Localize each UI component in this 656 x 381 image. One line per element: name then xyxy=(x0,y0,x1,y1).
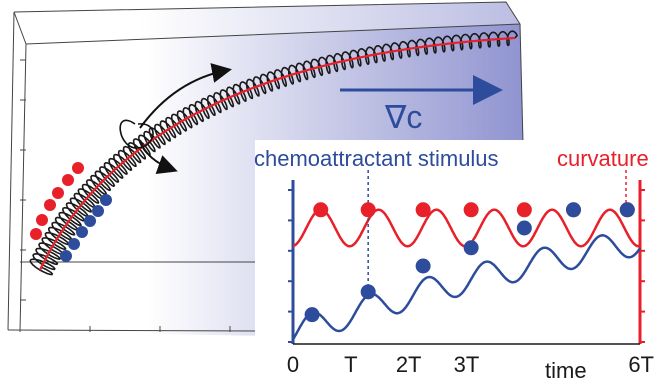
curved-arrow-icon xyxy=(139,63,232,129)
trajectory-curvature-dot xyxy=(44,199,56,211)
chart-background xyxy=(255,140,656,381)
time-series-chart: chemoattractant stimulus curvature 0 T 2T 3… xyxy=(254,140,656,381)
legend-stimulus: chemoattractant stimulus xyxy=(254,146,499,171)
x-tick-label: 2T xyxy=(396,352,422,377)
trajectory-stimulus-dot xyxy=(100,194,112,206)
trajectory-curvature-dot xyxy=(72,162,84,174)
trajectory-stimulus-dot xyxy=(84,215,96,227)
rotation-loop-icon xyxy=(119,119,154,149)
trajectory-stimulus-dot xyxy=(92,205,104,217)
trajectory-stimulus-dot xyxy=(76,226,88,238)
series-markers xyxy=(304,202,635,323)
stimulus-marker xyxy=(516,220,532,236)
mean-trajectory-line xyxy=(39,36,516,271)
box-edge-left-inner xyxy=(19,43,27,333)
left-axis-ticks xyxy=(288,189,293,343)
curved-arrow-down-icon xyxy=(139,139,178,175)
box-ticks xyxy=(20,59,231,332)
curvature-marker xyxy=(313,202,329,218)
x-tick-label: 6T xyxy=(628,352,654,377)
trajectory-curvature-dot xyxy=(30,228,42,240)
series-stimulus-line xyxy=(291,234,641,341)
legend-curvature: curvature xyxy=(557,146,649,171)
trajectory-curvature-dot xyxy=(52,187,64,199)
trajectory-curvature-dot xyxy=(62,174,74,186)
trajectory-curvature-dot xyxy=(36,214,48,226)
curvature-marker xyxy=(415,202,431,218)
stimulus-marker xyxy=(304,307,320,323)
gradient-label: ∇c xyxy=(384,99,422,135)
stimulus-marker xyxy=(463,240,479,256)
x-tick-labels: 0 T 2T 3T 6T xyxy=(287,352,654,377)
trajectory-stimulus-dot xyxy=(68,238,80,250)
stimulus-marker xyxy=(619,202,635,218)
x-tick-label: 0 xyxy=(287,352,299,377)
x-tick-label: 3T xyxy=(454,352,480,377)
stimulus-marker xyxy=(415,258,431,274)
x-axis-label: time xyxy=(545,358,587,381)
stimulus-marker xyxy=(565,202,581,218)
box-top-face xyxy=(14,2,520,44)
right-axis-ticks xyxy=(640,189,645,343)
stimulus-marker xyxy=(360,284,376,300)
curvature-marker xyxy=(463,202,479,218)
curvature-marker xyxy=(360,202,376,218)
box-edge-left xyxy=(7,11,15,331)
trajectory-stimulus-dot xyxy=(60,250,72,262)
curvature-marker xyxy=(516,202,532,218)
x-tick-label: T xyxy=(344,352,357,377)
trajectory-markers xyxy=(30,162,112,262)
